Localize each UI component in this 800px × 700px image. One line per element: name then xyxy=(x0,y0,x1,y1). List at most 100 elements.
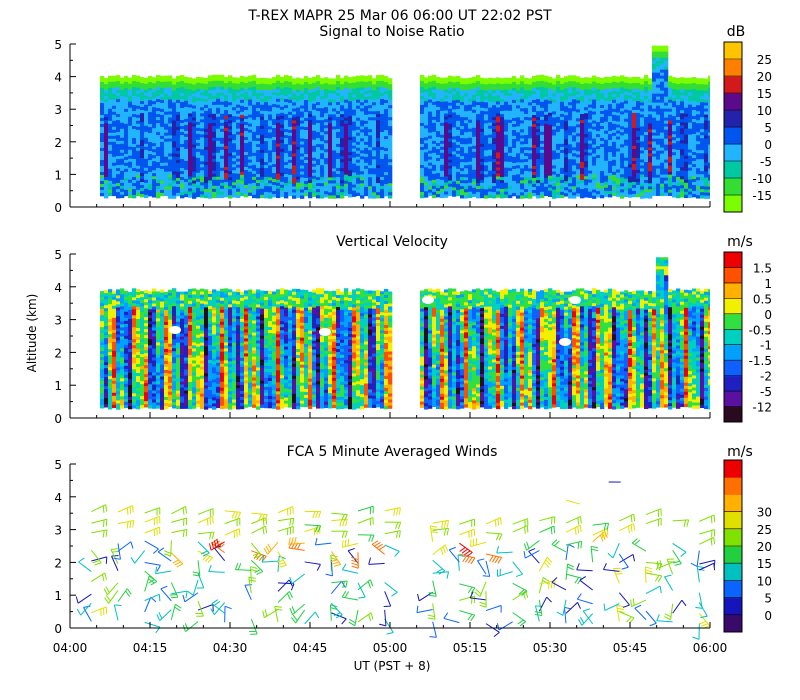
heatmap-cell xyxy=(332,96,337,100)
heatmap-cell xyxy=(108,180,113,185)
heatmap-cell xyxy=(580,111,585,115)
heatmap-cell xyxy=(588,104,593,108)
heatmap-cell xyxy=(380,83,385,88)
heatmap-cell xyxy=(616,106,621,110)
heatmap-cell xyxy=(600,92,605,97)
heatmap-cell xyxy=(204,125,209,130)
heatmap-cell xyxy=(336,101,341,106)
heatmap-cell xyxy=(164,180,169,184)
heatmap-cell xyxy=(144,173,149,178)
heatmap-cell xyxy=(604,169,609,174)
heatmap-cell xyxy=(544,135,549,140)
heatmap-cell xyxy=(120,80,125,85)
heatmap-cell xyxy=(212,107,217,112)
heatmap-cell xyxy=(256,165,261,169)
heatmap-cell xyxy=(492,159,497,163)
heatmap-cell xyxy=(612,186,617,191)
heatmap-cell xyxy=(104,156,109,160)
heatmap-cell xyxy=(124,135,129,140)
heatmap-cell xyxy=(560,116,565,121)
heatmap-cell xyxy=(544,111,549,116)
heatmap-cell xyxy=(220,146,225,151)
heatmap-cell xyxy=(116,192,121,196)
heatmap-cell xyxy=(368,183,373,187)
heatmap-cell xyxy=(608,116,613,120)
heatmap-cell xyxy=(488,86,493,90)
heatmap-cell xyxy=(188,149,193,153)
heatmap-cell xyxy=(512,90,517,95)
heatmap-cell xyxy=(492,186,497,190)
heatmap-cell xyxy=(288,87,293,92)
heatmap-cell xyxy=(360,117,365,121)
figure-title: T-REX MAPR 25 Mar 06 06:00 UT 22:02 PST xyxy=(247,8,552,24)
heatmap-cell xyxy=(180,96,185,100)
heatmap-cell xyxy=(464,129,469,133)
heatmap-cell xyxy=(508,110,513,115)
heatmap-cell xyxy=(340,153,345,157)
heatmap-cell xyxy=(200,164,205,168)
heatmap-cell xyxy=(616,94,621,98)
heatmap-cell xyxy=(308,80,313,85)
heatmap-cell xyxy=(276,158,281,163)
heatmap-cell xyxy=(120,77,125,82)
heatmap-cell xyxy=(380,191,385,196)
heatmap-cell xyxy=(196,88,201,93)
heatmap-cell xyxy=(112,159,117,164)
heatmap-cell xyxy=(272,176,277,180)
heatmap-cell xyxy=(384,82,389,86)
heatmap-cell xyxy=(132,93,137,97)
heatmap-cell xyxy=(212,104,217,109)
heatmap-cell xyxy=(108,132,113,137)
heatmap-cell xyxy=(620,195,625,199)
heatmap-cell xyxy=(256,144,261,148)
heatmap-cell xyxy=(604,88,609,93)
heatmap-cell xyxy=(316,162,321,166)
heatmap-cell xyxy=(252,170,257,175)
heatmap-cell xyxy=(316,192,321,196)
heatmap-cell xyxy=(388,180,393,184)
heatmap-cell xyxy=(216,137,221,142)
heatmap-cell xyxy=(268,87,273,91)
heatmap-cell xyxy=(532,150,537,155)
heatmap-cell xyxy=(584,149,589,153)
heatmap-cell xyxy=(480,128,485,133)
heatmap-cell xyxy=(516,123,521,127)
heatmap-cell xyxy=(160,138,165,143)
heatmap-cell xyxy=(188,188,193,192)
heatmap-cell xyxy=(304,103,309,107)
heatmap-cell xyxy=(264,114,269,118)
heatmap-cell xyxy=(564,187,569,191)
heatmap-cell xyxy=(420,194,425,199)
heatmap-cell xyxy=(444,131,449,135)
heatmap-cell xyxy=(444,146,449,150)
heatmap-cell xyxy=(472,145,477,150)
heatmap-cell xyxy=(236,161,241,165)
heatmap-cell xyxy=(304,130,309,134)
heatmap-cell xyxy=(364,177,369,182)
heatmap-cell xyxy=(496,92,501,96)
heatmap-cell xyxy=(604,97,609,102)
heatmap-cell xyxy=(172,144,177,148)
heatmap-cell xyxy=(384,103,389,107)
heatmap-cell xyxy=(360,147,365,151)
heatmap-cell xyxy=(432,86,437,91)
heatmap-cell xyxy=(200,161,205,165)
heatmap-cell xyxy=(512,75,517,80)
heatmap-cell xyxy=(460,141,465,145)
heatmap-cell xyxy=(476,111,481,115)
heatmap-cell xyxy=(156,96,161,100)
heatmap-cell xyxy=(372,159,377,163)
heatmap-cell xyxy=(100,132,105,137)
heatmap-cell xyxy=(264,150,269,154)
heatmap-cell xyxy=(508,188,513,193)
heatmap-cell xyxy=(544,177,549,182)
heatmap-cell xyxy=(540,167,545,172)
heatmap-cell xyxy=(420,185,425,190)
heatmap-cell xyxy=(192,111,197,115)
heatmap-cell xyxy=(472,88,477,93)
heatmap-cell xyxy=(224,194,229,198)
heatmap-cell xyxy=(520,144,525,148)
heatmap-cell xyxy=(156,186,161,190)
heatmap-cell xyxy=(356,156,361,161)
heatmap-cell xyxy=(368,162,373,166)
